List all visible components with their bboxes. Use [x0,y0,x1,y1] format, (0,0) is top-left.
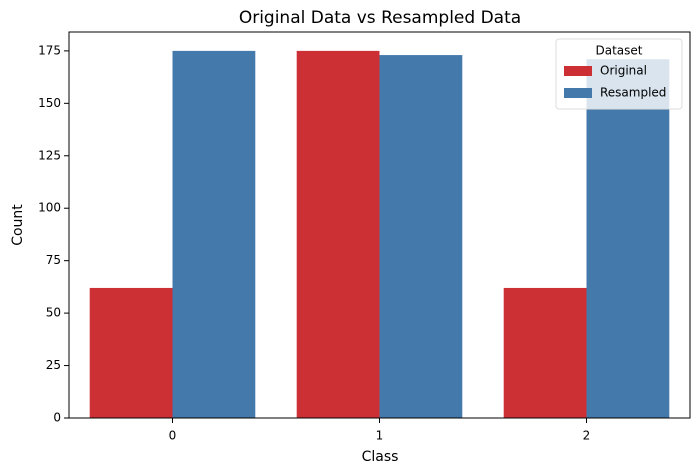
legend-title: Dataset [596,44,643,58]
bar [503,287,587,418]
y-tick-label: 25 [46,358,61,372]
y-tick-label: 75 [46,253,61,267]
bar [296,50,380,419]
bar [586,59,670,419]
plot-frame [68,31,691,419]
y-tick-label: 150 [38,96,61,110]
x-tick-label: 1 [376,429,384,443]
legend-swatch [564,66,592,76]
chart-title: Original Data vs Resampled Data [239,8,521,28]
y-tick-label: 125 [38,148,61,162]
y-tick-label: 100 [38,201,61,215]
y-tick-label: 0 [53,411,61,425]
legend-label: Resampled [600,86,666,100]
x-tick-label: 2 [583,429,591,443]
x-axis-label: Class [362,449,399,465]
bar [172,50,256,419]
bar [89,287,173,418]
y-tick-label: 175 [38,43,61,57]
legend-swatch [564,88,592,98]
x-tick-label: 0 [169,429,177,443]
y-axis-label: Count [10,204,26,246]
bar [379,55,463,419]
legend-label: Original [600,64,647,78]
y-tick-label: 50 [46,306,61,320]
